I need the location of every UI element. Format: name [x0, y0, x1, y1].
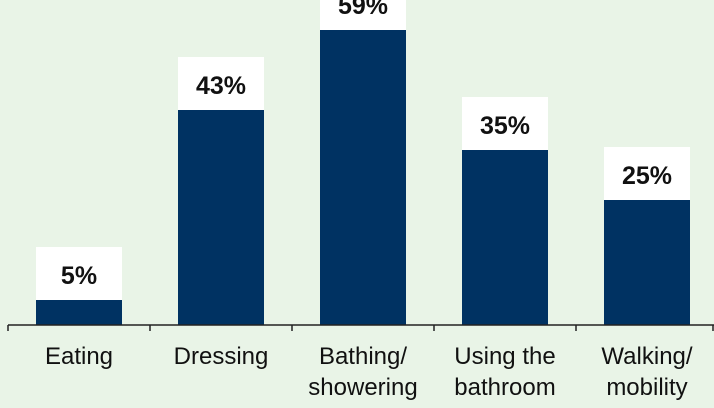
data-label-box [178, 57, 264, 110]
x-axis [7, 324, 714, 331]
category-label: Bathing/ [319, 343, 407, 370]
data-label-box [462, 97, 548, 150]
data-label: 5% [61, 262, 97, 290]
bar [178, 110, 264, 325]
category-label: showering [308, 374, 417, 401]
bar [604, 200, 690, 325]
category-label: Eating [45, 343, 113, 370]
data-label: 35% [480, 112, 530, 140]
bar [36, 300, 122, 325]
data-label: 25% [622, 162, 672, 190]
category-label: bathroom [454, 374, 555, 401]
data-label-box [36, 247, 122, 300]
category-label: Dressing [174, 343, 269, 370]
data-label: 59% [338, 0, 388, 20]
category-label: mobility [606, 374, 687, 401]
bar [462, 150, 548, 325]
category-labels: Eating Dressing Bathing/showering Using the… [45, 343, 693, 401]
data-label: 43% [196, 72, 246, 100]
data-label-box [320, 0, 406, 30]
category-label: Using the [454, 343, 555, 370]
data-label-box [604, 147, 690, 200]
bar [320, 30, 406, 325]
category-label: Walking/ [601, 343, 692, 370]
bars-group: 5% 43% 59% 35% 25% [36, 0, 690, 325]
